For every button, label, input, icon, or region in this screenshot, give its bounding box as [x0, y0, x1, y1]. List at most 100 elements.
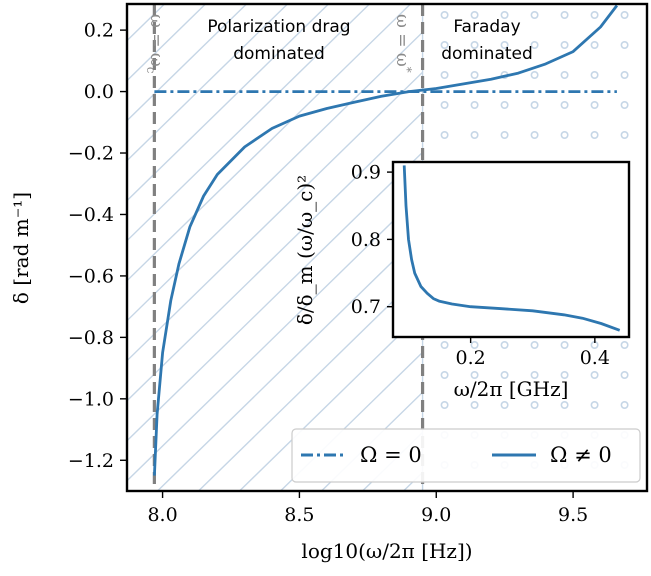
dot-pattern-23 — [500, 101, 509, 110]
x-tick-label-0: 8.0 — [147, 504, 177, 526]
y-tick-label-2: −0.2 — [68, 143, 114, 165]
legend-label-omega-nonzero: Ω ≠ 0 — [550, 443, 612, 467]
dot-pattern-9 — [500, 40, 509, 49]
y-tick-label-6: −1.0 — [68, 388, 114, 410]
dot-pattern-90 — [620, 370, 629, 379]
vline-label-omega-c-sub: c — [144, 67, 158, 74]
vline-label-omega-c-main: ω = ω — [146, 14, 166, 67]
dot-pattern-93 — [500, 400, 509, 409]
y-tick-label-1: 0.0 — [84, 81, 114, 103]
dot-pattern-11 — [560, 40, 569, 49]
dot-pattern-21 — [440, 101, 449, 110]
inset-series-line-0 — [402, 165, 621, 332]
hatch-line-7 — [127, 4, 248, 122]
x-tick-label-2: 9.0 — [421, 504, 451, 526]
series-line-1 — [153, 4, 619, 476]
dot-pattern-5 — [590, 11, 599, 20]
legend-label-omega-zero: Ω = 0 — [360, 443, 422, 467]
hatch-line-8 — [127, 4, 289, 162]
dot-pattern-31 — [530, 131, 539, 140]
hatch-line-6 — [127, 4, 207, 82]
inset-series — [402, 165, 621, 332]
inset-x-tick-label-0: 0.2 — [456, 347, 486, 369]
x-tick-label-3: 9.5 — [558, 504, 588, 526]
dot-pattern-28 — [440, 131, 449, 140]
x-tick-label-1: 8.5 — [284, 504, 314, 526]
y-tick-label-4: −0.6 — [68, 265, 114, 287]
dot-pattern-30 — [500, 131, 509, 140]
dot-pattern-88 — [560, 370, 569, 379]
region-label-left: Polarization drag dominated — [207, 17, 350, 64]
hatch-line-11 — [127, 4, 412, 282]
y-tick-label-7: −1.2 — [68, 450, 114, 472]
dot-pattern-10 — [530, 40, 539, 49]
dot-pattern-3 — [530, 11, 539, 20]
dot-pattern-33 — [590, 131, 599, 140]
main-x-ticks: 8.0 8.5 9.0 9.5 — [147, 491, 588, 526]
dot-pattern-97 — [620, 400, 629, 409]
dot-pattern-20 — [620, 71, 629, 80]
dot-pattern-22 — [470, 101, 479, 110]
inset-plot-frame — [391, 160, 631, 339]
hatch-line-9 — [127, 4, 330, 202]
inset-y-tick-label-1: 0.8 — [351, 229, 381, 251]
dot-pattern-83 — [620, 340, 629, 349]
dot-pattern-15 — [470, 71, 479, 80]
dot-pattern-32 — [560, 131, 569, 140]
main-x-axis-label: log10(ω/2π [Hz]) — [301, 539, 472, 563]
dot-pattern-27 — [620, 101, 629, 110]
dot-pattern-94 — [530, 400, 539, 409]
y-tick-label-3: −0.4 — [68, 204, 114, 226]
dot-pattern-80 — [530, 340, 539, 349]
legend: Ω = 0 Ω ≠ 0 — [291, 428, 641, 483]
dot-pattern-84 — [440, 370, 449, 379]
y-tick-label-5: −0.8 — [68, 327, 114, 349]
dot-pattern-13 — [620, 40, 629, 49]
vline-label-omega-c: ω = ωc — [144, 14, 166, 74]
legend-box — [291, 428, 641, 483]
dot-pattern-14 — [440, 71, 449, 80]
dot-pattern-96 — [590, 400, 599, 409]
inset-y-axis-label: δ/δ_m (ω/ω_c)² — [293, 175, 317, 325]
dot-pattern-0 — [440, 11, 449, 20]
inset-x-ticks: 0.2 0.4 — [456, 337, 610, 369]
inset-y-tick-label-0: 0.9 — [351, 162, 381, 184]
dot-pattern-87 — [530, 370, 539, 379]
region-label-right-line2: dominated — [441, 44, 533, 64]
dot-pattern-92 — [470, 400, 479, 409]
dot-pattern-85 — [470, 370, 479, 379]
dot-pattern-89 — [590, 370, 599, 379]
dot-pattern-77 — [440, 340, 449, 349]
inset-y-tick-label-2: 0.7 — [351, 296, 381, 318]
main-y-axis-label: δ [rad m⁻¹] — [9, 192, 33, 304]
reference-lines — [152, 4, 425, 491]
dot-pattern-4 — [560, 11, 569, 20]
region-label-right-line1: Faraday — [453, 17, 520, 37]
region-label-left-line1: Polarization drag — [207, 17, 350, 37]
dot-pattern-78 — [470, 340, 479, 349]
hatch-line-12 — [127, 4, 453, 322]
inset-x-axis-label: ω/2π [GHz] — [454, 377, 569, 401]
dot-pattern-17 — [530, 71, 539, 80]
main-series — [153, 4, 619, 476]
dot-pattern-12 — [590, 40, 599, 49]
inset-y-ticks: 0.9 0.8 0.7 — [351, 162, 393, 318]
vline-label-omega-star-sup: * — [400, 67, 414, 73]
dot-pattern-8 — [470, 40, 479, 49]
dot-pattern-19 — [590, 71, 599, 80]
main-plot-frame — [125, 2, 649, 493]
dot-pattern-86 — [500, 370, 509, 379]
dot-pattern-79 — [500, 340, 509, 349]
dot-pattern-81 — [560, 340, 569, 349]
region-label-left-line2: dominated — [233, 44, 325, 64]
y-tick-label-0: 0.2 — [84, 20, 114, 42]
dot-pattern-1 — [470, 11, 479, 20]
dot-pattern-7 — [440, 40, 449, 49]
vline-label-omega-star: ω = ω* — [392, 14, 414, 73]
dot-pattern-6 — [620, 11, 629, 20]
dot-pattern-34 — [620, 131, 629, 140]
hatch-line-10 — [127, 4, 371, 242]
dot-pattern-29 — [470, 131, 479, 140]
dot-pattern-18 — [560, 71, 569, 80]
